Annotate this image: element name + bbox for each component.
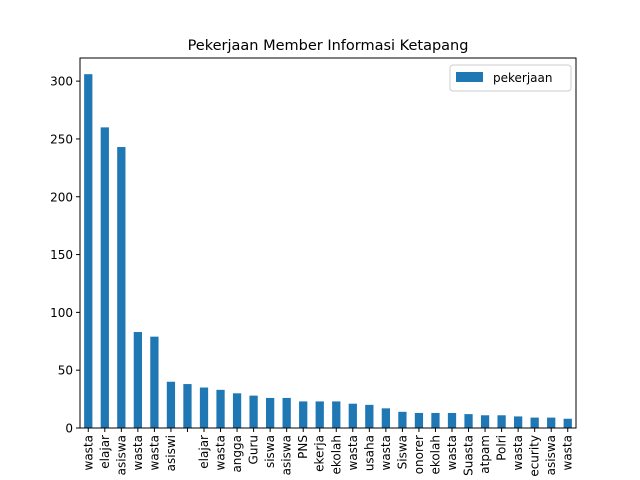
bar-17 (365, 404, 374, 428)
x-tick-label-28: asiswa (544, 435, 558, 475)
x-tick-label-24: atpam (478, 435, 492, 474)
legend-box (449, 64, 572, 92)
y-tick-label-4: 200 (50, 190, 73, 204)
bar-22 (447, 412, 457, 428)
x-tick-label-0: wasta (81, 435, 95, 470)
bar-4 (150, 336, 159, 428)
y-axis: 0 50 100 150 200 250 300 (50, 75, 80, 436)
bar-8 (216, 389, 225, 428)
y-tick-label-2: 100 (50, 306, 73, 320)
x-tick-label-5: asiswi (164, 435, 178, 471)
x-tick-label-23: Suasta (462, 435, 476, 476)
bar-23 (464, 414, 473, 428)
x-tick-label-29: wasta (561, 435, 575, 470)
bar-19 (398, 411, 407, 428)
bar-24 (480, 415, 490, 428)
legend-label: pekerjaan (493, 71, 552, 85)
bar-21 (431, 412, 440, 428)
x-tick-label-18: wasta (379, 435, 393, 470)
x-tick-label-16: wasta (346, 435, 360, 470)
y-tick-label-3: 150 (50, 248, 73, 262)
x-tick-label-9: angga (230, 435, 244, 473)
x-tick-label-1: elajar (98, 435, 112, 469)
bar-29 (563, 418, 572, 428)
bar-5 (166, 381, 176, 428)
bar-0 (84, 74, 93, 428)
y-tick-label-5: 250 (50, 132, 73, 146)
y-tick-label-0: 0 (65, 422, 73, 436)
bars-group (84, 74, 572, 428)
legend-swatch (456, 72, 483, 82)
bar-3 (133, 332, 142, 428)
x-tick-label-25: Polri (495, 435, 509, 461)
x-tick-label-4: wasta (147, 435, 161, 470)
bar-26 (514, 416, 523, 428)
bar-9 (232, 393, 242, 428)
x-tick-label-14: ekerja (313, 435, 327, 472)
x-tick-label-2: asiswa (114, 435, 128, 475)
bar-18 (381, 408, 390, 428)
bar-1 (100, 127, 109, 428)
bar-28 (547, 417, 556, 428)
y-tick-label-6: 300 (50, 75, 73, 89)
x-tick-label-7: elajar (197, 435, 211, 469)
bar-27 (530, 417, 539, 428)
x-tick-label-12: asiswa (280, 435, 294, 475)
bar-20 (414, 412, 424, 428)
x-tick-label-17: usaha (362, 435, 376, 471)
x-tick-label-11: siswa (263, 435, 277, 468)
x-tick-label-20: onorer (412, 435, 426, 474)
x-tick-label-8: wasta (214, 435, 228, 470)
bar-6 (183, 384, 192, 428)
bar-25 (497, 415, 506, 428)
x-tick-label-26: wasta (511, 435, 525, 470)
x-tick-label-10: Guru (247, 435, 261, 464)
x-tick-label-15: ekolah (329, 435, 343, 475)
bar-16 (348, 403, 357, 428)
plot-frame (79, 57, 577, 429)
x-tick-label-19: Siswa (395, 435, 409, 469)
x-tick-label-27: ecurity (528, 435, 542, 477)
bar-12 (282, 397, 291, 428)
bar-15 (332, 401, 341, 428)
x-tick-label-3: wasta (131, 435, 145, 470)
y-tick-label-1: 50 (58, 364, 73, 378)
bar-7 (199, 387, 209, 428)
x-tick-label-13: PNS (296, 435, 310, 459)
bar-13 (299, 401, 308, 428)
legend: pekerjaan (449, 64, 572, 92)
bar-10 (249, 395, 258, 428)
bar-14 (315, 401, 324, 428)
bar-11 (266, 397, 275, 428)
bar-2 (117, 147, 126, 428)
chart-title: Pekerjaan Member Informasi Ketapang (188, 38, 469, 54)
x-axis: wasta elajar asiswa wasta wasta asiswi elajar w… (81, 428, 575, 477)
x-tick-label-21: ekolah (428, 435, 442, 475)
x-tick-label-22: wasta (445, 435, 459, 470)
